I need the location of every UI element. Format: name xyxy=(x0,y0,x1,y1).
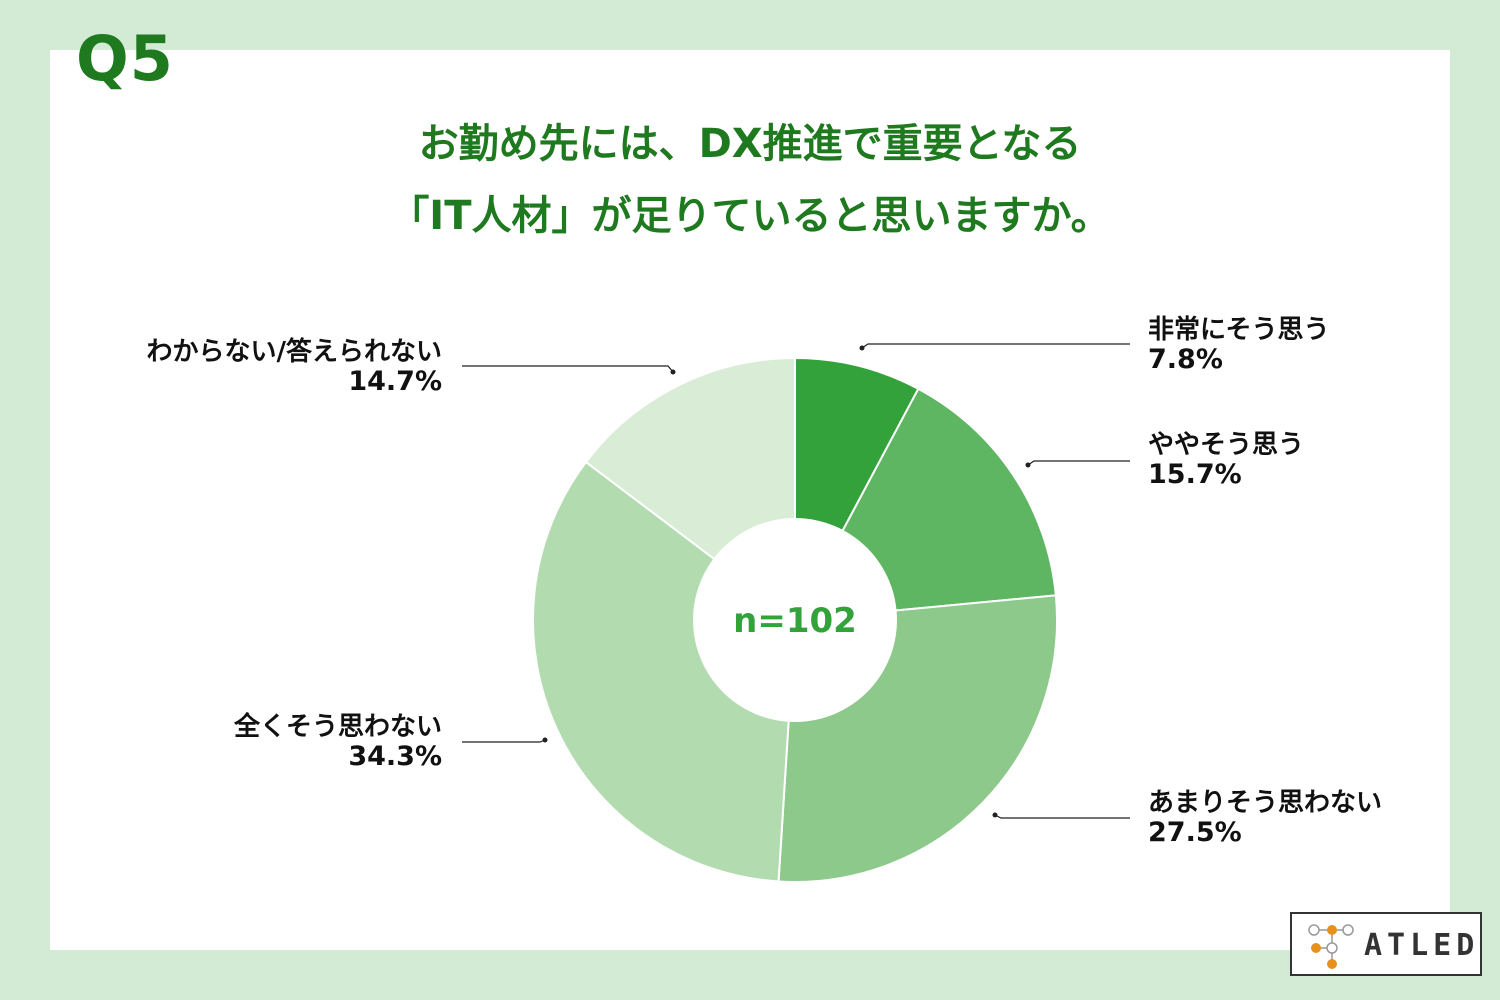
leader-dot-4 xyxy=(670,369,676,375)
slice-label-2-value: 27.5% xyxy=(1148,817,1242,848)
slice-label-4-name: わからない/答えられない xyxy=(146,337,443,367)
leader-dot-2 xyxy=(992,812,998,818)
slice-label-4-value: 14.7% xyxy=(348,366,442,397)
leader-dot-3 xyxy=(542,737,548,743)
slice-label-0-value: 7.8% xyxy=(1148,344,1223,375)
slice-label-2-name: あまりそう思わない xyxy=(1148,788,1383,818)
donut-hole xyxy=(693,518,897,722)
slice-label-4: わからない/答えられない 14.7% xyxy=(80,337,443,397)
pie-slice-3 xyxy=(532,460,797,883)
leader-line-3 xyxy=(462,739,546,743)
title-line-2: 「IT人材」が足りていると思いますか。 xyxy=(389,193,1111,239)
slice-label-1: ややそう思う 15.7% xyxy=(1148,430,1304,490)
slice-label-0-name: 非常にそう思う xyxy=(1148,315,1330,345)
slice-label-1-name: ややそう思う xyxy=(1148,430,1305,460)
atled-logo-text: ATLED xyxy=(1364,928,1480,963)
leader-line-0 xyxy=(861,343,1130,349)
chart-title: お勤め先には、DX推進で重要となる 「IT人材」が足りていると思いますか。 xyxy=(0,108,1500,252)
question-number: Q5 xyxy=(76,22,174,95)
leader-line-1 xyxy=(1027,460,1130,466)
slice-label-0: 非常にそう思う 7.8% xyxy=(1148,315,1329,375)
slice-label-3: 全くそう思わない 34.3% xyxy=(130,712,442,772)
sample-size-label: n=102 xyxy=(733,601,857,641)
slice-label-1-value: 15.7% xyxy=(1148,459,1242,490)
slice-label-2: あまりそう思わない 27.5% xyxy=(1148,788,1382,848)
atled-logo: ATLED xyxy=(1290,912,1482,976)
slice-label-3-value: 34.3% xyxy=(348,741,442,772)
atled-logo-mark xyxy=(1308,924,1354,969)
title-line-1: お勤め先には、DX推進で重要となる xyxy=(418,121,1082,167)
slice-label-3-name: 全くそう思わない xyxy=(233,712,442,742)
leader-line-4 xyxy=(462,365,674,373)
leader-line-2 xyxy=(994,814,1130,819)
leader-dot-0 xyxy=(859,345,865,351)
leader-dot-1 xyxy=(1025,462,1031,468)
